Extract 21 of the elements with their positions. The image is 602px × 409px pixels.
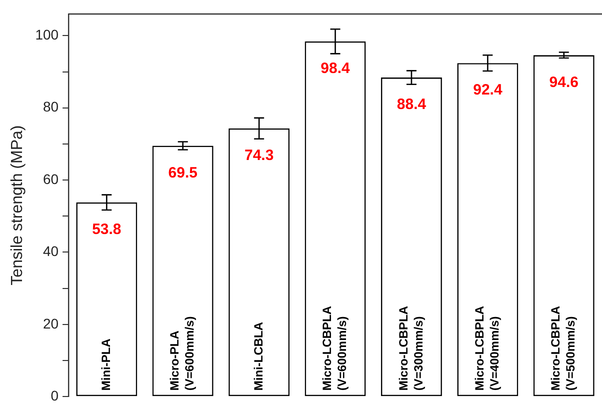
data-label: 69.5 — [168, 164, 198, 182]
y-tick-label: 20 — [42, 315, 59, 332]
x-tick-label: Mini-LCBLA — [251, 322, 266, 391]
y-tick-label: 0 — [50, 387, 59, 404]
x-tick-label: Micro-LCBPLA (V=500mm/s) — [548, 306, 578, 391]
data-label: 74.3 — [244, 147, 274, 164]
x-tick-label: Mini-PLA — [98, 338, 113, 391]
x-tick-label: Micro-LCBPLA (V=400mm/s) — [472, 306, 502, 391]
data-label: 88.4 — [396, 96, 427, 114]
data-label: 94.6 — [549, 74, 578, 91]
data-label: 92.4 — [473, 82, 503, 99]
y-tick-label: 80 — [42, 98, 59, 115]
y-tick-label: 40 — [42, 243, 59, 260]
y-tick-label: 100 — [35, 26, 59, 43]
data-label: 98.4 — [320, 60, 351, 78]
data-label: 53.8 — [92, 221, 122, 238]
y-tick-label: 60 — [42, 170, 59, 187]
x-tick-label: Micro-LCBPLA (V=600mm/s) — [320, 306, 350, 391]
x-tick-label: Micro-PLA (V=600mm/s) — [168, 316, 197, 391]
x-tick-label: Micro-LCBPLA (V=300mm/s) — [396, 306, 426, 391]
y-axis-title: Tensile strength (MPa) — [9, 125, 26, 286]
